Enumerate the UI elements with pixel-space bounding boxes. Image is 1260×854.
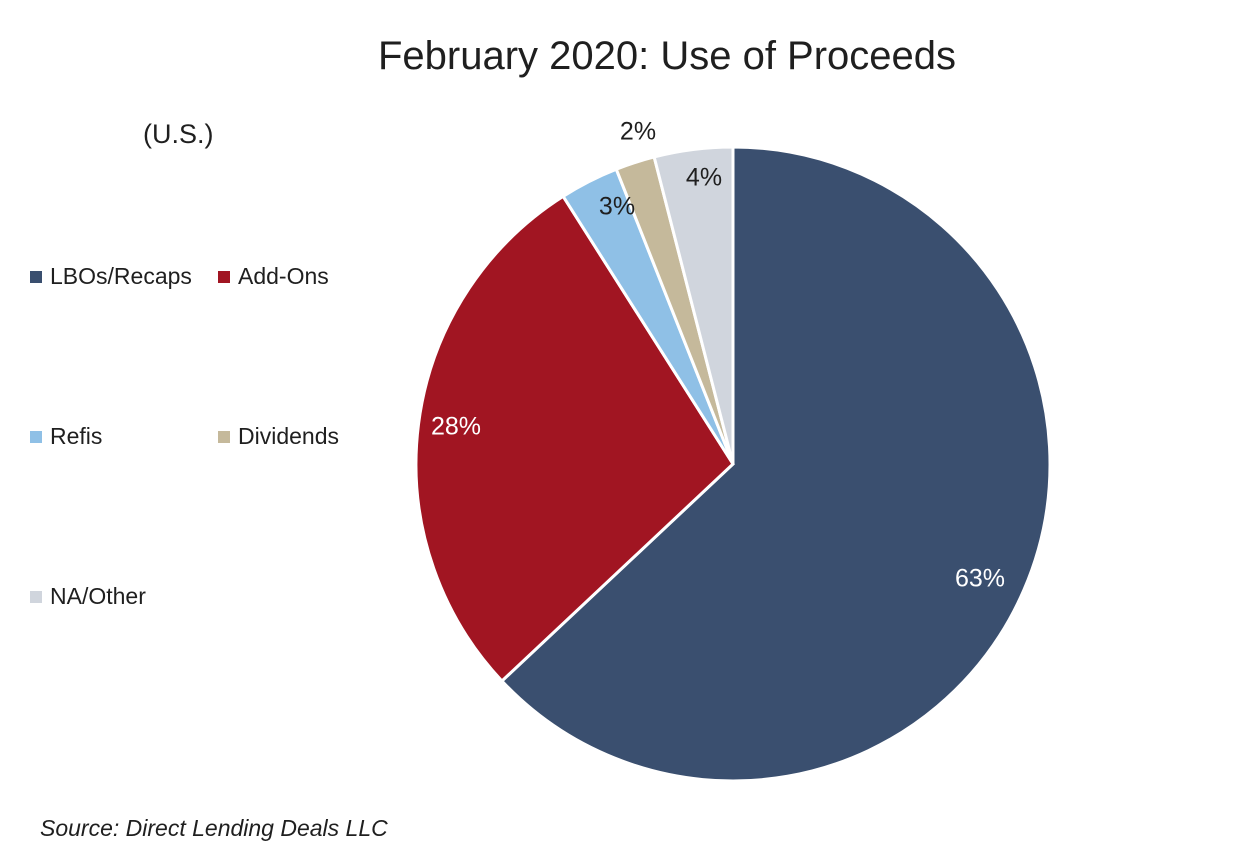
legend-label: Refis (50, 423, 103, 449)
legend-item-na-other: NA/Other (30, 583, 146, 610)
data-label-add-ons: 28% (431, 413, 481, 441)
legend-label: Dividends (238, 423, 339, 449)
pie-slice-add-ons (414, 194, 735, 684)
legend-swatch (218, 270, 230, 283)
legend-label: NA/Other (50, 583, 146, 609)
legend-item-dividends: Dividends (218, 423, 339, 450)
chart-subtitle: (U.S.) (143, 119, 214, 149)
legend-swatch (30, 270, 42, 283)
source-note: Source: Direct Lending Deals LLC (40, 815, 388, 841)
legend-swatch (30, 430, 42, 443)
legend-label: Add-Ons (238, 263, 329, 289)
chart-title: February 2020: Use of Proceeds (377, 34, 957, 78)
data-label-lbos-recaps: 63% (955, 565, 1005, 593)
data-label-dividends: 2% (620, 118, 656, 146)
data-label-refis: 3% (599, 193, 635, 221)
legend-swatch (30, 590, 42, 603)
legend-swatch (218, 430, 230, 443)
pie-slice-lbos-recaps (499, 145, 1052, 783)
data-label-na-other: 4% (686, 164, 722, 192)
legend-label: LBOs/Recaps (50, 263, 192, 289)
legend-item-add-ons: Add-Ons (218, 263, 329, 290)
legend-item-refis: Refis (30, 423, 102, 450)
pie-slice-na-other (652, 145, 735, 465)
legend-item-lbos-recaps: LBOs/Recaps (30, 263, 192, 290)
